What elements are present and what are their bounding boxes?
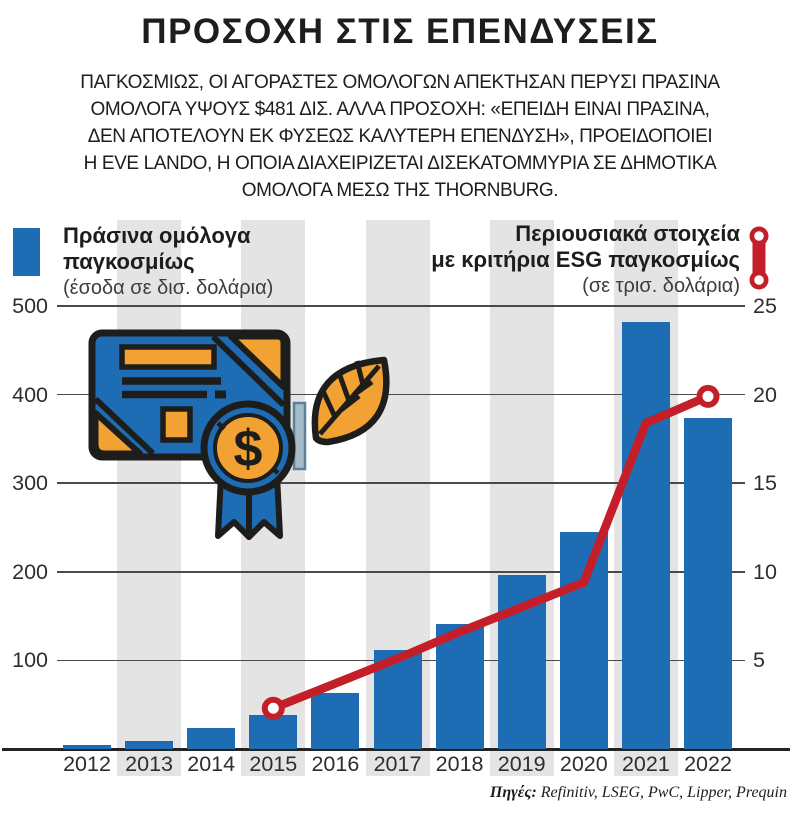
bar-2016	[311, 693, 360, 749]
intro-line: ΔΕΝ ΑΠΟΤΕΛΟΥΝ ΕΚ ΦΥΣΕΩΣ ΚΑΛΥΤΕΡΗ ΕΠΕΝΔΥΣ…	[87, 126, 713, 147]
column-stripe	[117, 220, 182, 776]
bar-2013	[125, 741, 174, 749]
intro-line: ΟΜΟΛΟΓΑ ΥΨΟΥΣ $481 ΔΙΣ. ΑΛΛΑ ΠΡΟΣΟΧΗ: «Ε…	[90, 99, 710, 120]
bar-2019	[497, 575, 546, 749]
x-axis-label-2019: 2019	[497, 752, 546, 776]
bar-2017	[373, 649, 422, 749]
right-axis-label: 15	[753, 471, 777, 496]
x-axis-label-2017: 2017	[373, 752, 422, 776]
page-title: ΠΡΟΣΟΧΗ ΣΤΙΣ ΕΠΕΝΔΥΣΕΙΣ	[141, 12, 659, 51]
source-list: Refinitiv, LSEG, PwC, Lipper, Prequin	[536, 784, 787, 801]
intro-line: ΠΑΓΚΟΣΜΙΩΣ, ΟΙ ΑΓΟΡΑΣΤΕΣ ΟΜΟΛΟΓΩΝ ΑΠΕΚΤΗ…	[80, 72, 720, 93]
right-axis-label: 10	[753, 559, 777, 584]
bar-2020	[559, 531, 608, 749]
right-axis-label: 5	[753, 648, 765, 673]
bar-2018	[435, 624, 484, 749]
x-axis-label-2020: 2020	[559, 752, 608, 776]
legend-green-bonds-unit: (έσοδα σε δισ. δολάρια)	[63, 277, 274, 299]
line-series-marker-icon	[749, 226, 769, 290]
legend-green-bonds: Πράσινα ομόλογα παγκοσμίως (έσοδα σε δισ…	[63, 223, 273, 300]
legend-esg-title: Περιουσιακά στοιχεία	[515, 221, 740, 246]
legend-esg-unit: (σε τρισ. δολάρια)	[582, 275, 740, 297]
right-axis-label: 25	[753, 294, 777, 318]
esg-line-endpoint-marker	[696, 384, 720, 408]
x-axis-label-2013: 2013	[125, 752, 174, 776]
left-axis-label: 100	[12, 648, 48, 673]
x-axis-label-2022: 2022	[684, 752, 732, 776]
x-axis-label-2015: 2015	[249, 752, 298, 776]
column-stripe	[241, 220, 306, 776]
legend-esg-title: με κριτήρια ESG παγκοσμίως	[431, 246, 740, 272]
x-axis-label-2014: 2014	[187, 752, 236, 776]
left-axis-label: 300	[12, 471, 48, 496]
legend-green-bonds-title: παγκοσμίως	[63, 248, 195, 274]
bar-2015	[249, 715, 298, 749]
bar-2021	[621, 321, 670, 749]
left-axis-label: 200	[12, 559, 48, 584]
right-axis-label: 20	[753, 382, 777, 407]
source-note: Πηγές: Refinitiv, LSEG, PwC, Lipper, Pre…	[490, 784, 787, 802]
legend-esg-assets: Περιουσιακά στοιχεία με κριτήρια ESG παγ…	[431, 221, 740, 298]
x-axis-label-2016: 2016	[311, 752, 360, 776]
x-axis-label-2021: 2021	[621, 752, 670, 776]
x-axis-line	[2, 747, 790, 751]
bar-2022	[684, 417, 732, 749]
gridline	[57, 305, 745, 307]
left-axis-label: 400	[12, 382, 48, 407]
x-axis-label-2018: 2018	[435, 752, 484, 776]
intro-line: Η EVE LANDO, Η ΟΠΟΙΑ ΔΙΑΧΕΙΡΙΖΕΤΑΙ ΔΙΣΕΚ…	[83, 153, 717, 174]
bar-2012	[63, 745, 111, 749]
bar-2014	[187, 727, 236, 749]
source-label: Πηγές:	[489, 784, 537, 801]
legend-green-bonds-title: Πράσινα ομόλογα	[63, 223, 251, 248]
x-axis-label-2012: 2012	[63, 752, 111, 776]
intro-text: ΠΑΓΚΟΣΜΙΩΣ, ΟΙ ΑΓΟΡΑΣΤΕΣ ΟΜΟΛΟΓΩΝ ΑΠΕΚΤΗ…	[20, 69, 780, 204]
bar-series-swatch	[13, 228, 40, 276]
left-axis-label: 500	[12, 294, 48, 318]
intro-line: ΟΜΟΛΟΓΑ ΜΕΣΩ ΤΗΣ THORNBURG.	[241, 180, 559, 201]
